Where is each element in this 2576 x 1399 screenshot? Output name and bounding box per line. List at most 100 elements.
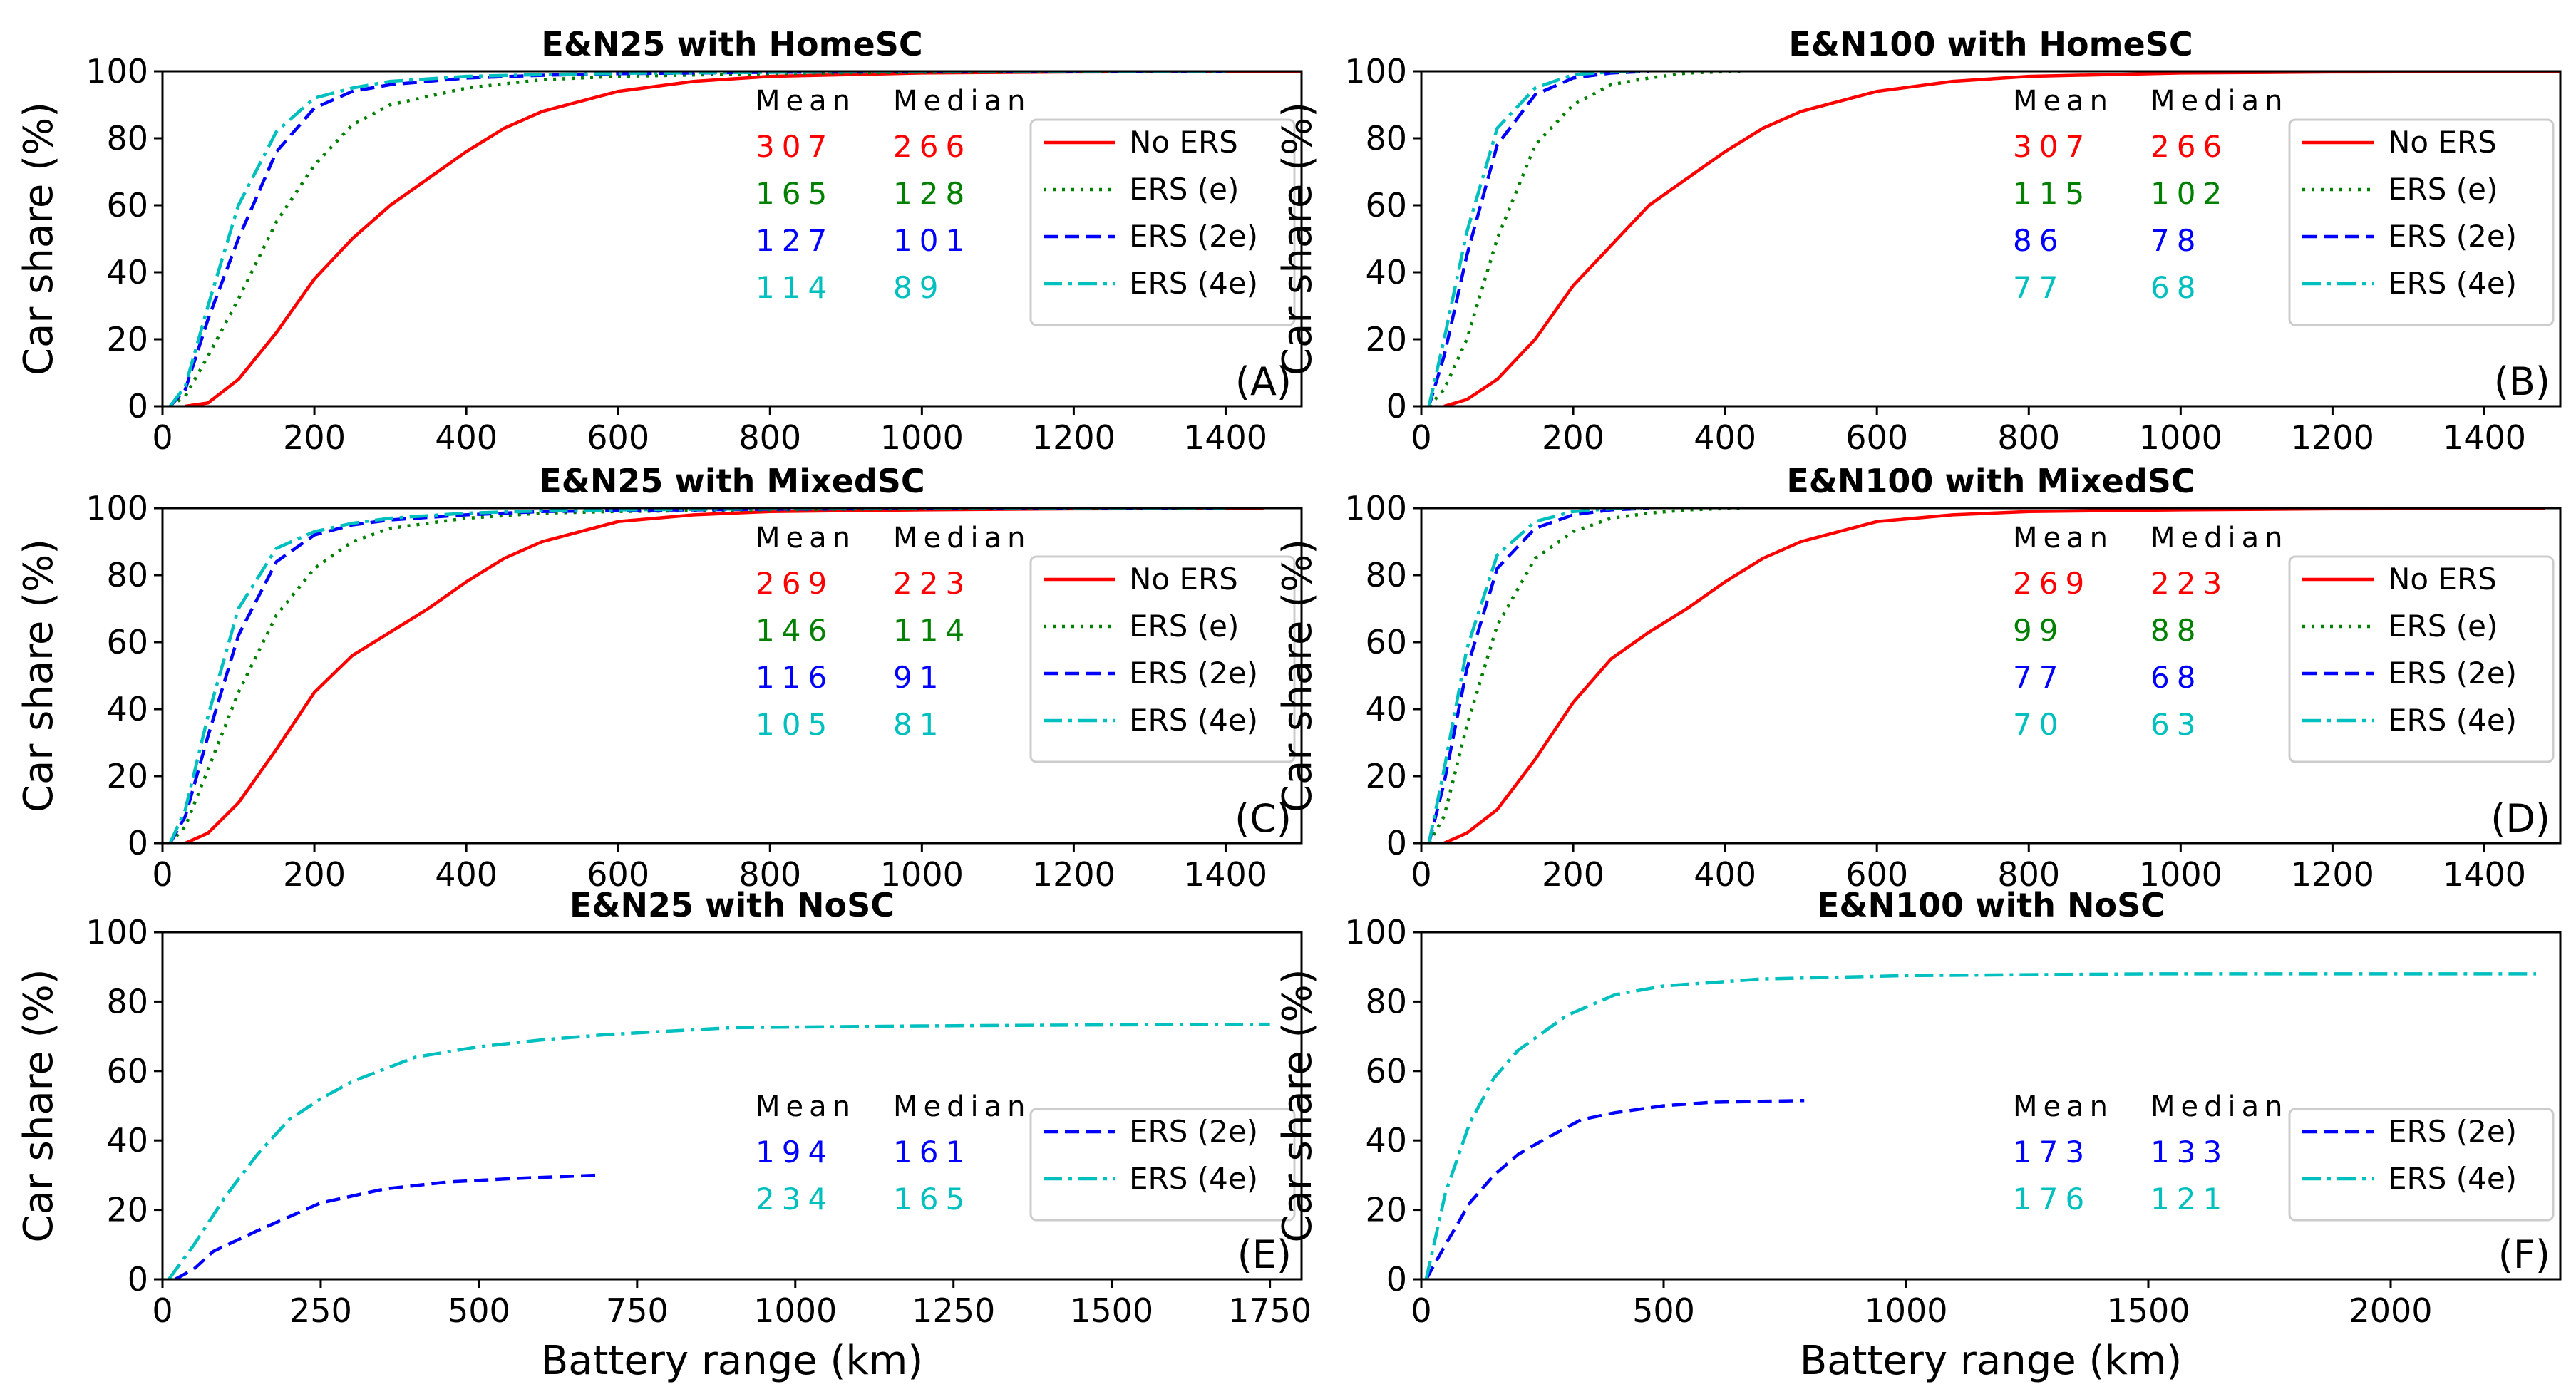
x-tick-label: 800: [738, 418, 801, 457]
y-tick-label: 80: [1365, 119, 1407, 158]
axes-frame: [161, 931, 1303, 1281]
stat-median-value: 63: [2150, 707, 2203, 742]
stat-mean-value: 307: [756, 129, 834, 164]
legend-label: ERS (4e): [1129, 266, 1258, 301]
x-tick-label: 500: [448, 1291, 510, 1330]
x-tick-label: 1250: [912, 1291, 995, 1330]
x-axis-label: Battery range (km): [541, 1338, 923, 1384]
panel-corner-label: (F): [2498, 1232, 2550, 1277]
stat-median-value: 78: [2150, 223, 2203, 258]
x-tick-label: 400: [435, 855, 498, 894]
y-tick-label: 100: [1344, 913, 1407, 951]
y-tick-label: 0: [128, 387, 148, 425]
y-tick-label: 60: [1365, 623, 1407, 661]
legend: No ERS ERS (e) ERS (2e) ERS (4e): [1029, 118, 1296, 326]
legend: No ERS ERS (e) ERS (2e) ERS (4e): [1029, 555, 1296, 763]
legend-label: ERS (2e): [2388, 656, 2517, 691]
stat-median-value: 165: [893, 1182, 972, 1217]
legend-label: No ERS: [2388, 125, 2497, 160]
panel-corner-label: (A): [1235, 359, 1292, 404]
stat-median-value: 121: [2150, 1182, 2229, 1217]
x-tick-label: 1500: [2106, 1291, 2190, 1330]
legend: No ERS ERS (e) ERS (2e) ERS (4e): [2288, 118, 2555, 326]
stat-mean-value: 173: [2013, 1135, 2091, 1170]
stat-mean-value: 269: [756, 566, 834, 601]
legend-label: ERS (4e): [2388, 1161, 2517, 1196]
series-line-ers-2e: [1427, 508, 1649, 843]
x-tick-label: 1200: [1032, 855, 1116, 894]
y-tick-label: 80: [1365, 982, 1407, 1021]
x-tick-label: 2000: [2349, 1291, 2432, 1330]
x-tick-label: 1750: [1228, 1291, 1312, 1330]
series-line-ers-2e: [169, 71, 1226, 406]
x-tick-label: 800: [1997, 418, 2060, 457]
stats-header-median: Median: [2150, 522, 2289, 554]
stats-header-mean: Mean: [2013, 85, 2113, 118]
y-tick-label: 40: [1365, 1121, 1407, 1160]
y-tick-label: 40: [1365, 690, 1407, 728]
panel-corner-label: (D): [2490, 796, 2550, 841]
y-tick-label: 100: [86, 913, 148, 951]
y-tick-label: 0: [128, 824, 148, 862]
stat-median-value: 68: [2150, 660, 2203, 695]
legend-label: ERS (e): [1129, 609, 1239, 644]
series-line-ers-e: [169, 71, 1226, 406]
y-axis-label: Car share (%): [1274, 539, 1321, 812]
x-tick-label: 1200: [2291, 418, 2374, 457]
y-tick-label: 20: [1365, 320, 1407, 358]
x-tick-label: 500: [1632, 1291, 1695, 1330]
series-line-ers-4e: [1424, 972, 2536, 1279]
y-tick-label: 40: [106, 690, 148, 728]
stat-median-value: 101: [893, 223, 972, 258]
y-tick-label: 60: [106, 1052, 148, 1090]
stat-mean-value: 86: [2013, 223, 2065, 258]
stat-median-value: 223: [2150, 566, 2229, 601]
x-tick-label: 1400: [1184, 418, 1267, 457]
y-tick-label: 0: [1386, 824, 1407, 862]
panel-corner-label: (E): [1237, 1232, 1292, 1277]
stat-median-value: 81: [893, 707, 945, 742]
y-tick-label: 80: [106, 982, 148, 1021]
y-tick-label: 20: [1365, 1191, 1407, 1229]
legend-label: ERS (2e): [2388, 1114, 2517, 1149]
stat-median-value: 102: [2150, 176, 2229, 211]
stats-header-median: Median: [2150, 1090, 2289, 1123]
y-axis-label: Car share (%): [1274, 102, 1321, 376]
x-tick-label: 0: [152, 418, 172, 457]
x-tick-label: 1200: [1032, 418, 1116, 457]
x-tick-label: 750: [606, 1291, 669, 1330]
x-tick-label: 0: [152, 855, 172, 894]
x-tick-label: 1400: [2443, 855, 2526, 894]
legend-box: [1029, 555, 1296, 763]
stats-header-median: Median: [2150, 85, 2289, 118]
stat-median-value: 89: [893, 270, 945, 305]
x-tick-label: 1000: [880, 855, 964, 894]
stat-median-value: 114: [893, 613, 972, 648]
y-tick-label: 0: [1386, 387, 1407, 425]
stat-mean-value: 307: [2013, 129, 2091, 164]
stat-median-value: 88: [2150, 613, 2203, 648]
stat-mean-value: 99: [2013, 613, 2065, 648]
y-tick-label: 100: [1344, 52, 1407, 91]
x-tick-label: 600: [1845, 418, 1908, 457]
panel-f: E&N100 with NoSC 0 500 1000 1500 2000 0 20 40 60 8…: [1274, 886, 2562, 1384]
axes-frame: [161, 70, 1303, 408]
x-tick-label: 200: [283, 855, 346, 894]
y-tick-label: 0: [128, 1260, 148, 1299]
legend-label: No ERS: [1129, 125, 1238, 160]
legend-label: ERS (e): [2388, 609, 2498, 644]
stat-mean-value: 77: [2013, 270, 2065, 305]
series-line-ers-e: [1427, 508, 1741, 843]
panel-title: E&N100 with MixedSC: [1786, 462, 2195, 500]
panel-title: E&N25 with HomeSC: [541, 25, 922, 63]
x-tick-label: 200: [283, 418, 346, 457]
stat-mean-value: 165: [756, 176, 834, 211]
series-line-ers-4e: [1427, 71, 1642, 406]
legend: ERS (2e) ERS (4e): [1029, 1108, 1296, 1222]
y-tick-label: 100: [86, 52, 148, 91]
stats-header-mean: Mean: [756, 85, 856, 118]
series-line-ers-2e: [174, 1173, 599, 1279]
